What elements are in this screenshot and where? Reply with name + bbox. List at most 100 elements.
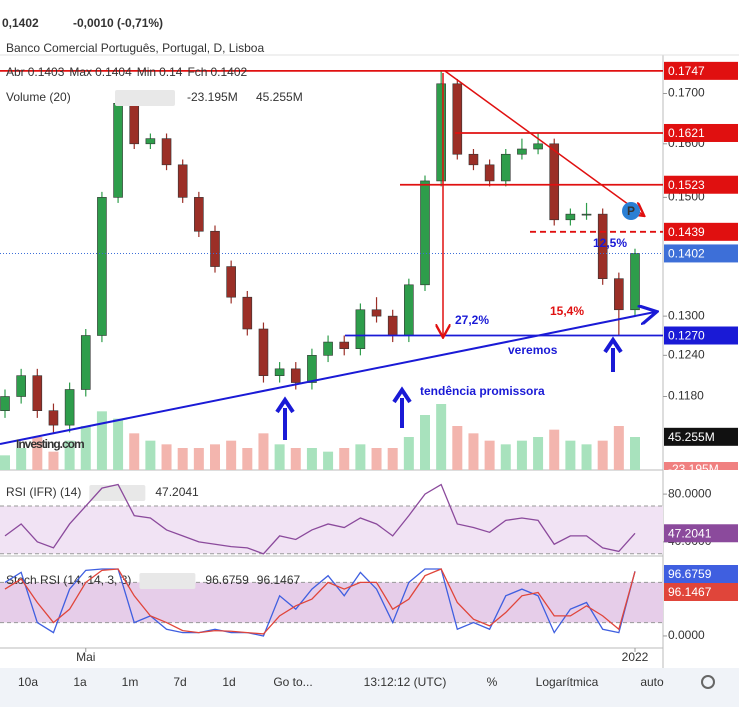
- pivot-marker: [622, 202, 640, 220]
- indicator-band: [0, 582, 663, 623]
- candle-body: [452, 83, 463, 155]
- candle-body: [274, 368, 285, 376]
- candle-body: [436, 83, 446, 182]
- level-tag: [664, 61, 738, 80]
- level-label: 0.1747: [668, 64, 705, 78]
- candle-body: [387, 315, 398, 336]
- toolbar-button[interactable]: auto: [640, 675, 664, 689]
- chart-title: Banco Comercial Português, Portugal, D, …: [6, 41, 264, 55]
- toolbar-button[interactable]: Logarítmica: [536, 675, 599, 689]
- volume-bar: [16, 448, 27, 470]
- value-tag-label: 96.6759: [668, 567, 712, 581]
- last-price-label: 0.1402: [668, 247, 705, 261]
- annotation: 27,2%: [455, 313, 489, 327]
- toolbar-button[interactable]: 13:12:12 (UTC): [364, 675, 447, 689]
- candle-body: [468, 153, 479, 166]
- volume-bar: [355, 444, 366, 470]
- volume-bar: [484, 440, 495, 470]
- volume-change-tag-label: -23.195M: [668, 462, 719, 476]
- legend-icons: [139, 573, 196, 589]
- support-trendline: [0, 312, 655, 445]
- last-price-tag: [664, 244, 738, 263]
- candle-body: [614, 278, 624, 311]
- volume-change-tag: [664, 462, 738, 470]
- value-tag: [664, 524, 738, 543]
- candle-body: [145, 138, 156, 145]
- candle-body: [32, 375, 43, 411]
- volume-bar: [468, 433, 479, 470]
- volume-bar: [500, 444, 511, 470]
- legend-icons: [115, 90, 175, 106]
- candle-body: [0, 396, 10, 411]
- indicator-line: [4, 568, 636, 637]
- level-tag: [664, 123, 738, 142]
- volume-bar: [0, 455, 10, 470]
- legend-label: Fch: [187, 65, 207, 79]
- volume-bar: [64, 440, 75, 470]
- level-label: 0.1621: [668, 126, 705, 140]
- candle-body: [581, 213, 592, 216]
- level-label: 0.1439: [668, 225, 705, 239]
- candle-body: [48, 410, 59, 426]
- volume-bar: [533, 437, 544, 470]
- volume-bar: [387, 448, 398, 470]
- annotation: 12,5%: [593, 236, 627, 250]
- legend-value: 0.1403: [28, 65, 65, 79]
- candle-body: [80, 335, 91, 390]
- volume-bar: [613, 426, 624, 470]
- annotation: tendência promissora: [420, 384, 545, 398]
- legend-icons: [89, 485, 146, 501]
- settings-icon[interactable]: [701, 675, 715, 689]
- legend-value: 0.14: [159, 65, 183, 79]
- toolbar-button[interactable]: 10a: [18, 675, 38, 689]
- candle-body: [597, 213, 608, 279]
- annotation: veremos: [508, 343, 558, 357]
- legend-label: Min: [137, 65, 156, 79]
- price: 0,1402: [2, 16, 39, 30]
- volume-average: 45.255M: [256, 90, 303, 104]
- volume-bar: [323, 451, 334, 470]
- indicator-title: Stoch RSI (14, 14, 3, 3): [6, 573, 131, 587]
- volume-bar: [630, 437, 640, 470]
- volume-bar: [226, 440, 237, 470]
- volume-bar: [565, 440, 576, 470]
- y-tick-label: 80.0000: [668, 486, 712, 500]
- candle-body: [113, 103, 123, 198]
- toolbar-button[interactable]: %: [487, 675, 498, 689]
- level-label: 0.1270: [668, 329, 705, 343]
- candle-body: [630, 253, 640, 311]
- volume-bar: [436, 404, 447, 470]
- volume-average-tag: [664, 427, 738, 446]
- candle-body: [258, 328, 269, 376]
- volume-bar: [80, 426, 91, 470]
- volume-bar: [258, 433, 269, 470]
- volume-bar: [274, 444, 285, 470]
- x-tick-label: Mai: [76, 650, 95, 664]
- volume-bar: [161, 444, 172, 470]
- toolbar-button[interactable]: 1m: [122, 675, 139, 689]
- toolbar-button[interactable]: 1a: [73, 675, 87, 689]
- legend-label: Abr: [6, 65, 25, 79]
- candle-body: [210, 230, 220, 267]
- toolbar-items: 10a 1a 1m 7d 1d Go to... 13:12:12 (UTC)% Logarí…: [18, 675, 715, 689]
- volume-bar: [96, 411, 107, 470]
- candle-body: [307, 355, 317, 383]
- toolbar: [0, 668, 739, 707]
- volume-bar: [452, 426, 463, 470]
- legend-value: 47.2041: [155, 485, 199, 499]
- up-arrow: [275, 396, 295, 440]
- volume-average-label: 45.255M: [668, 430, 715, 444]
- toolbar-button[interactable]: 7d: [173, 675, 186, 689]
- indicator-line: [4, 568, 636, 635]
- candle-body: [226, 266, 236, 298]
- up-arrow: [603, 336, 623, 372]
- volume-bar: [242, 448, 253, 470]
- toolbar-button[interactable]: Go to...: [273, 675, 312, 689]
- volume-bar: [113, 418, 124, 470]
- candle-body: [242, 296, 253, 330]
- toolbar-button[interactable]: 1d: [222, 675, 235, 689]
- candle-body: [565, 213, 576, 221]
- y-tick-label: 0.1240: [668, 348, 705, 362]
- candle-body: [129, 103, 140, 145]
